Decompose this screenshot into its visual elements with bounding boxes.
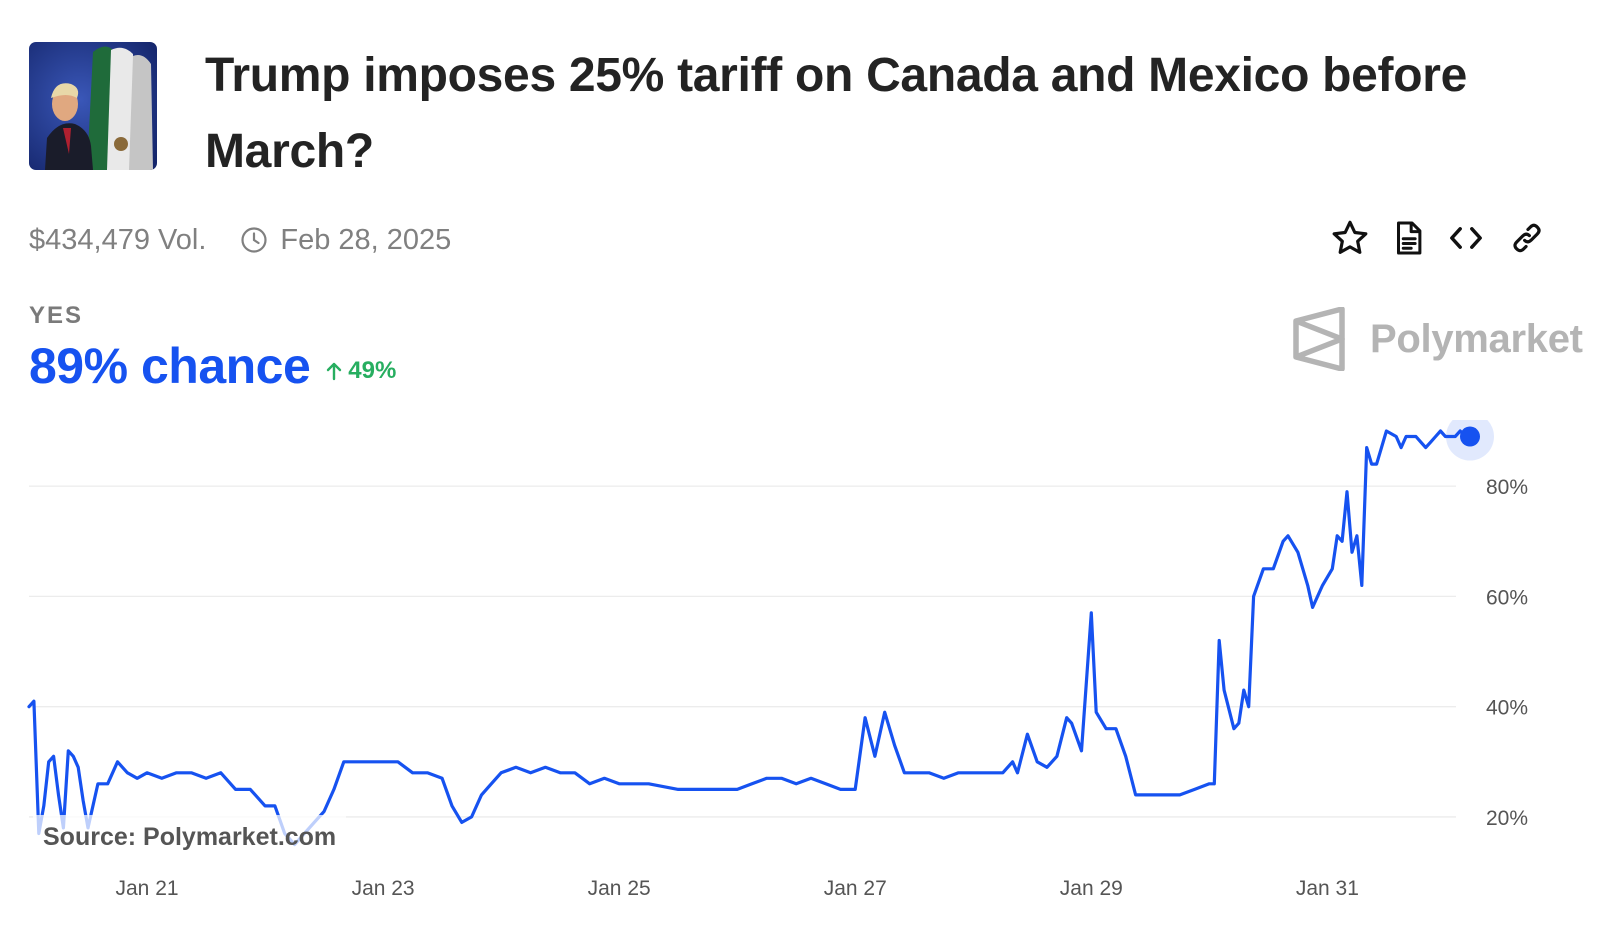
x-tick-label: Jan 25 [588,877,651,900]
market-thumbnail [29,42,157,170]
rules-button[interactable] [1386,216,1430,260]
document-icon [1396,221,1422,255]
y-tick-label: 20% [1486,807,1528,830]
x-tick-label: Jan 31 [1296,877,1359,900]
chance-summary: 89% chance 49% [29,336,396,396]
change-value: 49% [348,357,397,384]
probability-chart: 20% 40% 60% 80% Jan 21 Jan 23 Jan 25 Jan 27 Jan… [27,420,1528,900]
copy-link-button[interactable] [1505,216,1549,260]
brand-watermark: Polymarket [1292,306,1583,372]
outcome-label: YES [29,302,84,329]
x-tick-label: Jan 29 [1060,877,1123,900]
x-tick-label: Jan 21 [116,877,179,900]
change-badge: 49% [324,357,396,385]
end-date-text: Feb 28, 2025 [280,223,452,256]
x-tick-label: Jan 23 [352,877,415,900]
y-tick-label: 40% [1486,697,1528,720]
code-icon [1450,227,1482,249]
link-icon [1513,223,1541,253]
volume-text: $434,479 Vol. [29,223,207,256]
source-label: Source: Polymarket.com [33,815,347,859]
probability-line [27,429,1472,847]
favorite-button[interactable] [1328,216,1372,260]
embed-button[interactable] [1444,216,1488,260]
action-toolbar [0,216,1614,260]
current-point-marker [1460,426,1480,447]
y-tick-label: 60% [1486,586,1528,609]
x-tick-label: Jan 27 [824,877,887,900]
y-tick-label: 80% [1486,476,1528,499]
clock-icon [240,226,268,254]
arrow-up-icon [327,362,342,381]
market-meta: $434,479 Vol. Feb 28, 2025 [29,218,451,262]
brand-name: Polymarket [1370,316,1583,361]
chance-value: 89% chance [29,338,311,394]
star-icon [1332,220,1368,254]
market-title: Trump imposes 25% tariff on Canada and M… [205,49,1468,178]
polymarket-logo-icon [1293,307,1345,371]
